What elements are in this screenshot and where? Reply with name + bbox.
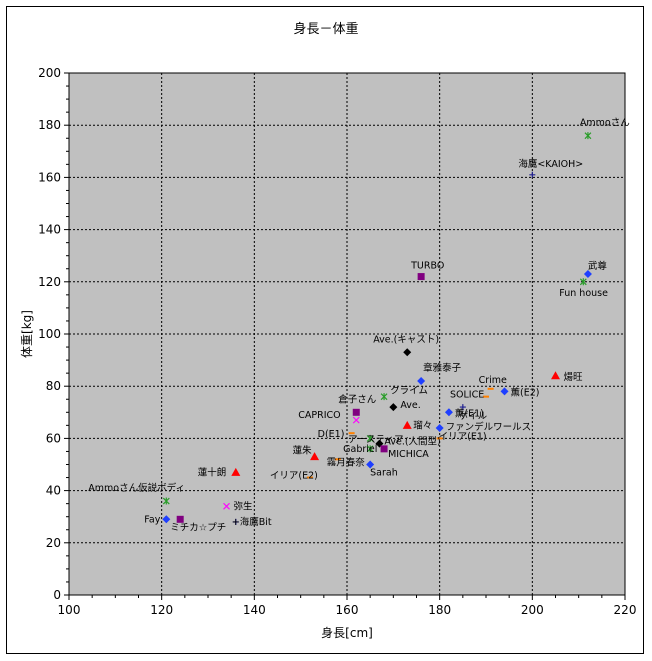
data-point	[500, 387, 509, 396]
y-tick-label: 0	[53, 588, 61, 602]
data-point	[366, 460, 375, 469]
point-label: Crime	[479, 375, 507, 386]
y-tick-label: 160	[38, 170, 61, 184]
y-tick-label: 60	[46, 431, 61, 445]
y-tick-label: 180	[38, 118, 61, 132]
data-point	[529, 171, 536, 178]
y-tick-label: 40	[46, 484, 61, 498]
point-label: D(E1)	[318, 429, 345, 440]
data-point	[380, 393, 388, 401]
point-label: Gabriel	[343, 444, 377, 455]
y-tick-label: 140	[38, 223, 61, 237]
point-label: 蓮十朗	[198, 466, 227, 478]
point-label: 煬旺	[564, 372, 584, 383]
point-label: Fay	[144, 514, 160, 525]
chart-title: 身長－体重	[293, 21, 358, 37]
point-label: 瑠々	[413, 420, 432, 431]
data-point	[435, 423, 444, 432]
point-label: Ave.(人間型)	[384, 437, 440, 448]
x-tick-label: 100	[58, 603, 81, 617]
point-label: Ave.	[400, 400, 420, 411]
y-tick-label: 20	[46, 536, 61, 550]
point-label: クライム	[390, 386, 428, 397]
data-point	[417, 273, 425, 281]
point-label: MICHICA	[388, 449, 429, 460]
data-point	[417, 376, 426, 385]
data-points	[162, 132, 592, 525]
data-point	[352, 416, 360, 424]
chart-frame: 身長－体重 0 20 40 60 80 100 120 140 160 180 200 100 120 1…	[6, 6, 644, 654]
axes: 0 20 40 60 80 100 120 140 160 180 200 100 120 140 160 1…	[38, 66, 636, 617]
point-label: イリア(E1)	[439, 431, 487, 442]
point-label: ファンデルワールス	[446, 421, 532, 433]
data-point	[584, 132, 592, 140]
data-point	[579, 278, 587, 286]
data-point	[366, 434, 374, 442]
data-point	[223, 502, 230, 510]
point-label: +海鷹Bit	[232, 516, 272, 528]
y-tick-label: 120	[38, 275, 61, 289]
point-label: 霧月春奈	[327, 456, 366, 468]
data-point	[380, 445, 388, 453]
point-label: 章雅泰子	[423, 362, 462, 374]
point-label: 弥生	[234, 500, 254, 512]
x-tick-label: 160	[336, 603, 359, 617]
data-point	[402, 420, 412, 429]
point-label: 海鷹<KAIOH>	[518, 158, 583, 170]
point-label: 薫(E1)	[455, 407, 484, 419]
data-point	[551, 371, 560, 380]
data-point	[310, 452, 320, 461]
y-tick-label: 80	[46, 379, 61, 393]
x-tick-label: 120	[150, 603, 173, 617]
point-label: Sarah	[370, 468, 398, 479]
data-point	[403, 348, 412, 357]
gridlines	[69, 73, 625, 595]
point-label: 武尊	[588, 260, 608, 272]
point-label: ミチカ☆プチ	[170, 522, 226, 533]
y-tick-label: 100	[38, 327, 61, 341]
x-axis-label: 身長[cm]	[321, 625, 373, 640]
data-point	[389, 403, 398, 412]
point-label: 薫(E2)	[511, 386, 540, 398]
point-label: 蓮朱	[293, 445, 313, 457]
point-label: アースティア	[348, 434, 403, 445]
x-tick-label: 180	[428, 603, 451, 617]
point-label: Ave.(キャスト)	[373, 334, 439, 345]
point-label: TURBO	[410, 261, 444, 272]
y-tick-label: 200	[38, 66, 61, 80]
scatter-chart: 身長－体重 0 20 40 60 80 100 120 140 160 180 200 100 120 1…	[20, 21, 636, 640]
y-axis-label: 体重[kg]	[20, 310, 34, 358]
point-label: 倉子さん	[338, 393, 376, 405]
point-label: Ammoさん仮説ボディ	[88, 482, 185, 494]
data-point	[176, 515, 184, 523]
data-point	[583, 269, 592, 278]
point-label: CAPRICO	[298, 410, 340, 421]
data-point	[162, 497, 170, 505]
x-tick-label: 220	[614, 603, 637, 617]
data-point	[231, 467, 241, 476]
data-point	[444, 408, 453, 417]
point-label: Fun house	[559, 288, 608, 299]
x-tick-label: 140	[243, 603, 266, 617]
x-tick-label: 200	[521, 603, 544, 617]
data-point	[366, 445, 374, 453]
point-label: イリア(E2)	[270, 471, 318, 482]
data-point	[162, 515, 171, 524]
point-label: SOLICE	[450, 390, 484, 401]
data-point	[352, 408, 360, 416]
data-point	[232, 518, 239, 525]
point-label: ゲイル	[459, 410, 488, 422]
data-point	[459, 404, 466, 411]
point-label: Ammoさん	[580, 118, 630, 129]
